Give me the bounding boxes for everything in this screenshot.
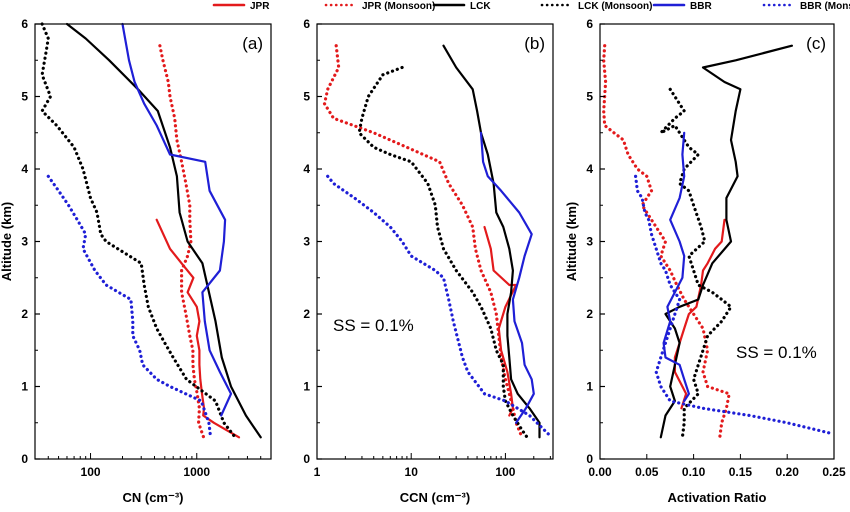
legend-label-1: JPR (Monsoon) xyxy=(362,1,435,12)
series-lck-monsoon xyxy=(659,87,733,439)
panel-label: (c) xyxy=(806,34,826,53)
x-tick-label: 0.25 xyxy=(822,465,846,479)
y-tick-label: 5 xyxy=(21,90,28,104)
plot-frame xyxy=(599,23,835,460)
y-tick-label: 0 xyxy=(303,452,310,466)
series-bbr xyxy=(479,131,535,424)
x-axis-title: CN (cm⁻³) xyxy=(122,490,183,505)
y-tick-label: 3 xyxy=(586,235,593,249)
x-tick-label: 100 xyxy=(81,465,101,479)
series-lck-monsoon xyxy=(40,22,237,439)
ss-annotation: SS = 0.1% xyxy=(736,343,817,362)
series-jpr xyxy=(673,218,726,410)
series-bbr-monsoon xyxy=(326,174,554,439)
y-tick-label: 6 xyxy=(303,17,310,31)
y-tick-label: 1 xyxy=(303,380,310,394)
series-bbr-monsoon xyxy=(46,174,213,439)
series-jpr xyxy=(155,218,241,439)
x-tick-label: 0.10 xyxy=(682,465,706,479)
legend: JPR JPR (Monsoon) LCK LCK (Monsoon) BBR BBR (… xyxy=(212,1,850,12)
series-jpr-monsoon xyxy=(602,44,731,439)
x-tick-label: 0.00 xyxy=(588,465,612,479)
y-tick-label: 3 xyxy=(303,235,310,249)
y-axis-title: Altitude (km) xyxy=(0,202,14,281)
y-tick-label: 2 xyxy=(303,307,310,321)
x-tick-label: 0.20 xyxy=(776,465,800,479)
series-jpr-monsoon xyxy=(322,44,524,439)
x-tick-label: 100 xyxy=(495,465,515,479)
series-jpr-monsoon xyxy=(158,44,206,439)
y-tick-label: 0 xyxy=(586,452,593,466)
panel-label: (a) xyxy=(242,34,263,53)
series-bbr-monsoon xyxy=(633,174,834,436)
series-lck xyxy=(659,44,794,439)
y-tick-label: 5 xyxy=(586,90,593,104)
series-lck xyxy=(442,44,541,439)
y-tick-label: 6 xyxy=(586,17,593,31)
y-tick-label: 1 xyxy=(586,380,593,394)
x-tick-label: 10 xyxy=(405,465,419,479)
y-tick-label: 4 xyxy=(21,162,28,176)
series-bbr xyxy=(121,22,233,417)
y-axis-title: Altitude (km) xyxy=(564,202,579,281)
legend-label-5: BBR (Monsoon) xyxy=(800,1,850,12)
y-tick-label: 1 xyxy=(21,380,28,394)
y-tick-label: 4 xyxy=(586,162,593,176)
y-tick-label: 3 xyxy=(21,235,28,249)
y-tick-label: 2 xyxy=(586,307,593,321)
panel-label: (b) xyxy=(524,34,545,53)
panel-c: 0 1 2 3 4 5 6 0.00 0.05 0.10 0.15 0.20 0.25 Activatio… xyxy=(564,17,846,505)
legend-label-4: BBR xyxy=(690,1,712,12)
x-tick-label: 0.05 xyxy=(635,465,659,479)
series-lck xyxy=(65,22,262,439)
y-tick-label: 6 xyxy=(21,17,28,31)
series-lck-monsoon xyxy=(357,65,529,439)
ss-annotation: SS = 0.1% xyxy=(333,316,414,335)
legend-label-3: LCK (Monsoon) xyxy=(578,1,652,12)
y-tick-label: 4 xyxy=(303,162,310,176)
y-tick-label: 5 xyxy=(303,90,310,104)
y-tick-label: 2 xyxy=(21,307,28,321)
x-tick-label: 1000 xyxy=(183,465,210,479)
legend-label-2: LCK xyxy=(470,1,491,12)
legend-label-0: JPR xyxy=(250,1,270,12)
x-axis-title: Activation Ratio xyxy=(668,490,767,505)
series-jpr xyxy=(483,225,518,417)
x-tick-label: 0.15 xyxy=(729,465,753,479)
x-axis-title: CCN (cm⁻³) xyxy=(400,490,470,505)
y-tick-label: 0 xyxy=(21,452,28,466)
x-tick-label: 1 xyxy=(314,465,321,479)
